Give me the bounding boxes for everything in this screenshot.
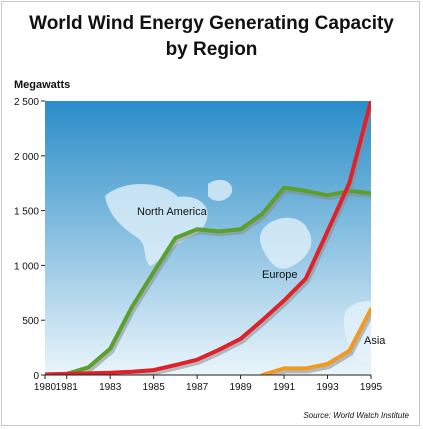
series-label-asia: Asia — [364, 335, 386, 347]
north-america-map-shape — [105, 184, 208, 266]
x-tick-label: 1989 — [229, 382, 252, 393]
y-tick-label: 2 500 — [14, 97, 39, 108]
y-axis-label: Megawatts — [14, 79, 70, 91]
x-tick-label: 1985 — [143, 382, 166, 393]
x-tick-label: 1983 — [99, 382, 122, 393]
x-tick-label: 1993 — [316, 382, 339, 393]
series-line-asia — [260, 307, 371, 375]
source-note: Source: World Watch Institute — [303, 411, 409, 420]
x-tick-label: 1987 — [186, 382, 209, 393]
chart-title-line-2: by Region — [165, 39, 258, 60]
y-tick-label: 1 000 — [14, 261, 39, 272]
series-layer — [45, 101, 371, 375]
europe-map-shape — [260, 217, 312, 269]
x-tick-label: 1980 — [34, 382, 57, 393]
x-tick-label: 1995 — [360, 382, 383, 393]
y-tick-label: 2 000 — [14, 152, 39, 163]
series-line-north-america — [45, 185, 371, 375]
x-tick-label: 1991 — [273, 382, 296, 393]
y-tick-label: 1 500 — [14, 207, 39, 218]
y-tick-label: 500 — [22, 316, 39, 327]
x-tick-label: 1981 — [56, 382, 79, 393]
series-shadow-europe — [46, 102, 371, 375]
chart-title-line-1: World Wind Energy Generating Capacity — [29, 13, 394, 34]
series-line-europe — [45, 101, 371, 375]
y-tick-label: 0 — [33, 371, 39, 382]
series-label-europe: Europe — [262, 269, 297, 281]
greenland-map-shape — [208, 179, 233, 201]
series-shadow-north-america — [46, 187, 371, 375]
series-shadow-asia — [263, 310, 371, 375]
x-axis-ticks: 1980 1981 1983 1985 1987 1989 1991 1993 1995 — [34, 374, 383, 393]
series-label-north-america: North America — [137, 206, 208, 218]
y-axis-ticks: 0 500 1 000 1 500 2 000 2 500 — [14, 97, 45, 382]
plot-background — [45, 101, 371, 375]
